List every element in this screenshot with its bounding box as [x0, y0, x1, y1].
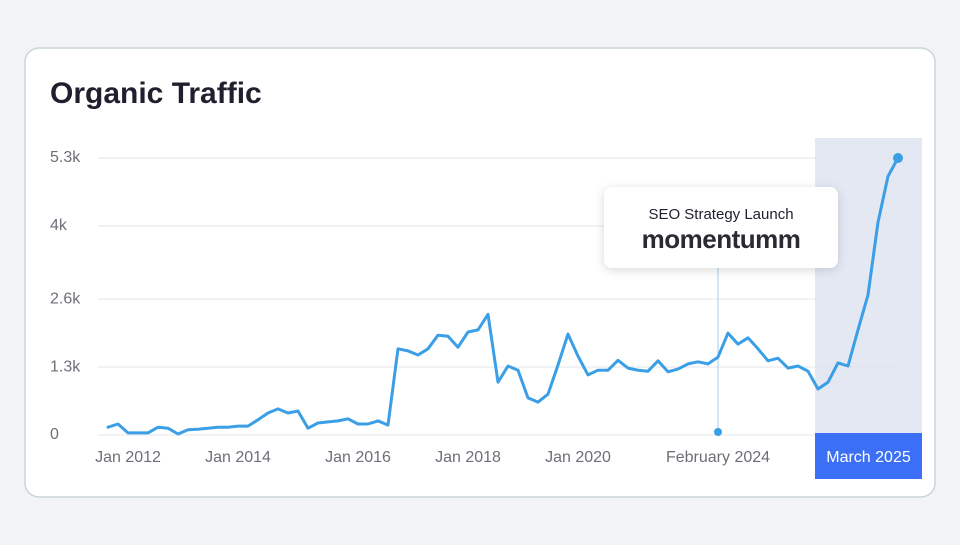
annotation-label: SEO Strategy Launch [648, 206, 793, 223]
card [24, 47, 936, 498]
x-tick-highlight [815, 433, 922, 479]
annotation-brand: momentumm [642, 224, 801, 254]
x-tick-label: Jan 2014 [205, 449, 271, 466]
chart-title: Organic Traffic [50, 77, 262, 110]
y-tick-label: 5.3k [50, 149, 81, 166]
y-tick-label: 2.6k [50, 290, 81, 307]
x-tick-label: February 2024 [666, 449, 770, 466]
last-point [893, 153, 903, 163]
x-tick-label: Jan 2016 [325, 449, 391, 466]
x-tick-label: Jan 2018 [435, 449, 501, 466]
x-tick-label: Jan 2012 [95, 449, 161, 466]
traffic-line [106, 156, 900, 436]
y-tick-label: 0 [50, 426, 59, 443]
y-tick-label: 4k [50, 217, 68, 234]
grid: 0 1.3k 2.6k 4k 5.3k Jan 2012 Jan 2014 Jan 2016 J… [50, 149, 922, 479]
annotation-dot [714, 428, 722, 436]
annotation-box [604, 187, 838, 268]
x-tick-label: Jan 2020 [545, 449, 611, 466]
x-tick-label: March 2025 [826, 449, 911, 466]
y-tick-label: 1.3k [50, 358, 81, 375]
